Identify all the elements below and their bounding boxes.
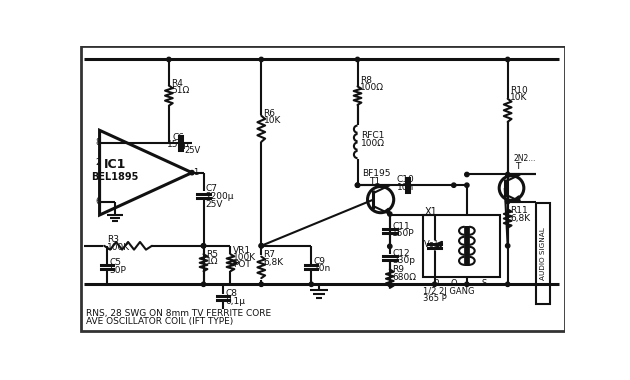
Text: BEL1895: BEL1895 — [91, 171, 139, 182]
Text: 330p: 330p — [392, 256, 415, 265]
Text: R10: R10 — [510, 86, 528, 95]
Text: R6: R6 — [263, 109, 275, 118]
Text: BF195: BF195 — [362, 169, 391, 178]
Circle shape — [355, 183, 360, 187]
Text: Vc1: Vc1 — [424, 240, 439, 249]
Text: O: O — [450, 279, 457, 288]
Text: R11: R11 — [510, 206, 528, 215]
FancyBboxPatch shape — [81, 46, 564, 331]
Text: 100K: 100K — [107, 243, 130, 252]
Text: C8: C8 — [225, 289, 237, 298]
Text: 1: 1 — [193, 168, 199, 177]
Text: P: P — [433, 279, 438, 288]
Circle shape — [259, 244, 263, 248]
Text: X1: X1 — [425, 207, 437, 217]
Circle shape — [309, 282, 314, 287]
Circle shape — [259, 282, 263, 287]
Circle shape — [259, 57, 263, 62]
Text: R7: R7 — [263, 250, 275, 260]
Text: C9: C9 — [314, 256, 326, 266]
Text: 0,1μ: 0,1μ — [225, 297, 245, 306]
Text: C11: C11 — [392, 222, 410, 231]
Text: R8: R8 — [360, 76, 372, 86]
Text: 365 P: 365 P — [423, 294, 447, 303]
Circle shape — [202, 244, 205, 248]
Text: 6: 6 — [96, 196, 101, 206]
Text: 25V: 25V — [206, 200, 223, 209]
Text: 100K: 100K — [232, 253, 256, 262]
Text: 680Ω: 680Ω — [392, 272, 416, 282]
Text: C6: C6 — [172, 133, 184, 142]
Text: R5: R5 — [206, 250, 218, 259]
Text: 2: 2 — [96, 158, 101, 167]
Circle shape — [465, 183, 469, 187]
Text: RNS, 28 SWG ON 8mm TV FERRITE CORE: RNS, 28 SWG ON 8mm TV FERRITE CORE — [86, 309, 272, 318]
Text: 25V: 25V — [184, 146, 200, 155]
Text: C5: C5 — [110, 258, 122, 267]
Text: R3: R3 — [107, 235, 119, 244]
Text: 150μ: 150μ — [166, 140, 190, 149]
Polygon shape — [385, 208, 390, 214]
Text: 50P: 50P — [110, 266, 127, 275]
Circle shape — [465, 282, 469, 287]
Circle shape — [505, 244, 510, 248]
Text: 51Ω: 51Ω — [171, 86, 190, 95]
Bar — [536, 203, 550, 304]
Text: POT: POT — [232, 260, 251, 269]
Text: C10: C10 — [396, 175, 414, 184]
Text: RFC1: RFC1 — [362, 131, 385, 140]
Text: C7: C7 — [206, 184, 218, 193]
Circle shape — [355, 57, 360, 62]
Text: T: T — [515, 162, 521, 171]
Text: 100Ω: 100Ω — [360, 83, 384, 92]
Text: R4: R4 — [171, 79, 183, 89]
Text: 6,8K: 6,8K — [510, 214, 530, 223]
Text: IC1: IC1 — [104, 158, 126, 171]
Text: C12: C12 — [392, 249, 410, 258]
Circle shape — [190, 171, 194, 175]
Circle shape — [432, 282, 437, 287]
Text: 10K: 10K — [510, 93, 527, 102]
Text: 2200μ: 2200μ — [206, 192, 234, 201]
Polygon shape — [515, 196, 520, 202]
Text: 10n: 10n — [314, 264, 331, 273]
Text: 150P: 150P — [392, 230, 415, 238]
Text: 1Ω: 1Ω — [206, 256, 219, 266]
Text: 2N2...: 2N2... — [513, 154, 536, 163]
Text: 6,8K: 6,8K — [263, 258, 284, 267]
Text: 100Ω: 100Ω — [362, 139, 386, 148]
Circle shape — [259, 244, 263, 248]
Circle shape — [505, 282, 510, 287]
Circle shape — [505, 200, 510, 204]
Circle shape — [452, 183, 456, 187]
Text: 10n: 10n — [397, 183, 414, 192]
Circle shape — [505, 173, 510, 177]
Text: 8: 8 — [96, 138, 101, 147]
Circle shape — [202, 282, 205, 287]
Text: AVE OSCILLATOR COIL (IFT TYPE): AVE OSCILLATOR COIL (IFT TYPE) — [86, 317, 234, 326]
Circle shape — [465, 173, 469, 177]
Circle shape — [167, 57, 171, 62]
Text: R9: R9 — [392, 265, 404, 274]
Text: 1/2 2J GANG: 1/2 2J GANG — [423, 287, 474, 296]
Circle shape — [387, 282, 392, 287]
Text: VR1: VR1 — [232, 246, 251, 255]
Text: S: S — [481, 279, 486, 288]
Circle shape — [355, 183, 360, 187]
Text: T1: T1 — [369, 176, 380, 185]
Circle shape — [387, 212, 392, 216]
Text: 10K: 10K — [263, 116, 281, 125]
Circle shape — [505, 57, 510, 62]
Circle shape — [387, 244, 392, 249]
Text: AUDIO SIGNAL: AUDIO SIGNAL — [540, 227, 546, 280]
Circle shape — [202, 244, 205, 248]
Bar — [423, 215, 500, 277]
